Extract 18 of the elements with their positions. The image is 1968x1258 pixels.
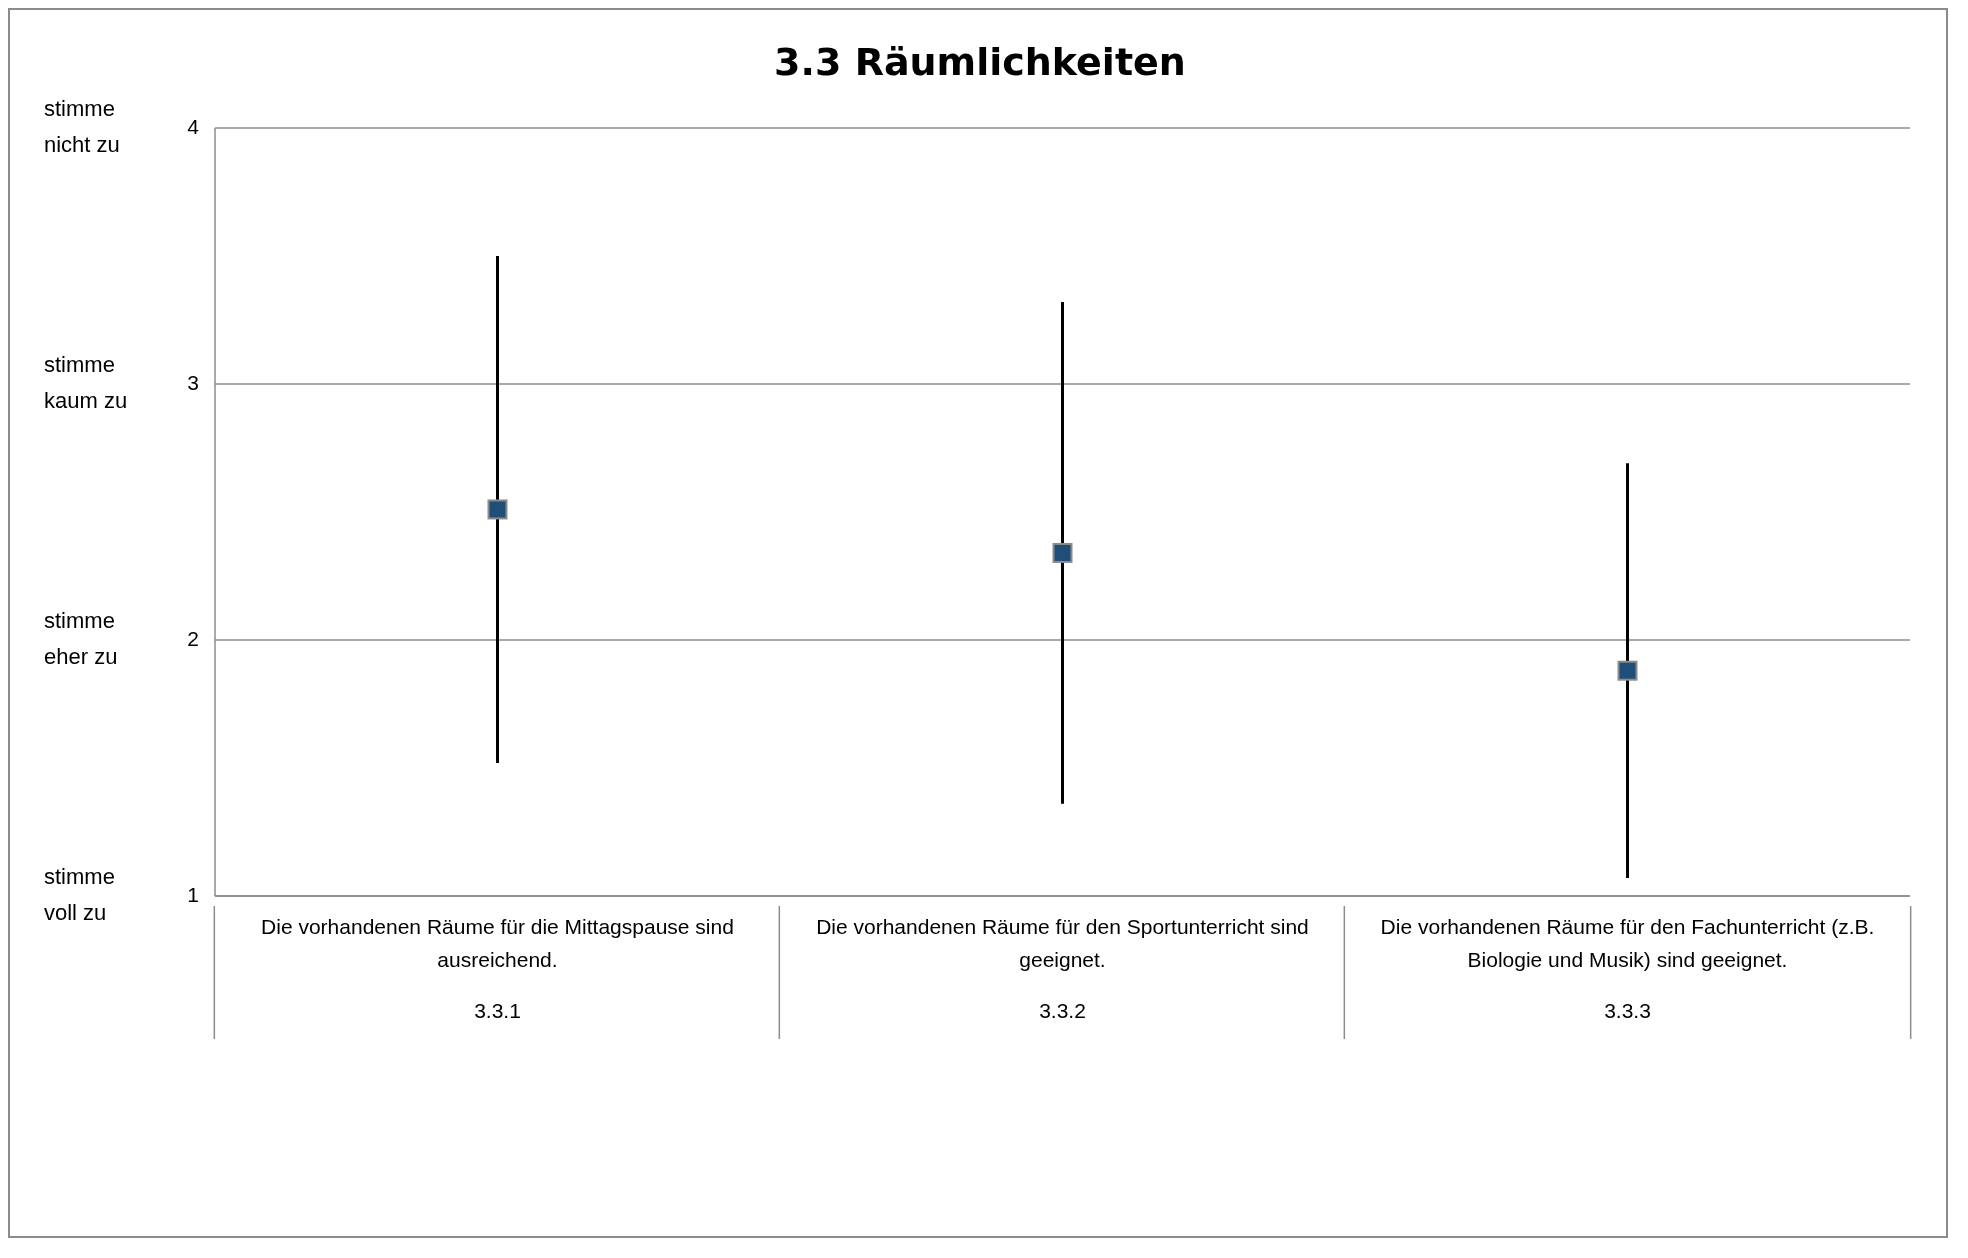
y-tick-label: 4 bbox=[187, 114, 200, 138]
y-tick-label: 3 bbox=[187, 370, 199, 394]
point bbox=[487, 499, 508, 520]
text: 3.3.1 bbox=[473, 998, 522, 1024]
text: stimme nicht zu bbox=[44, 96, 120, 157]
x-tick-label: Die vorhandenen Räume für den Fachunterricht (z.B. Biologie und Musik) sind geeignet. bbox=[1379, 914, 1876, 973]
text: stimme kaum zu bbox=[44, 352, 128, 413]
point bbox=[1052, 542, 1073, 563]
x-tick-label: Die vorhandenen Räume für den Sportunterricht sind geeignet. bbox=[815, 914, 1310, 973]
y-tick-label: 2 bbox=[187, 626, 199, 650]
y-tick-label: 1 bbox=[187, 882, 199, 906]
text: stimme voll zu bbox=[44, 864, 115, 925]
x-tick-label: Die vorhandenen Räume für die Mittagspause sind ausreichend. bbox=[260, 914, 735, 973]
text: 3.3.3 bbox=[1603, 998, 1652, 1024]
text: stimme eher zu bbox=[44, 608, 118, 669]
chart-title: 3.3 Räumlichkeiten bbox=[773, 40, 1187, 84]
text: 3.3.2 bbox=[1038, 998, 1087, 1024]
point bbox=[1617, 660, 1638, 681]
